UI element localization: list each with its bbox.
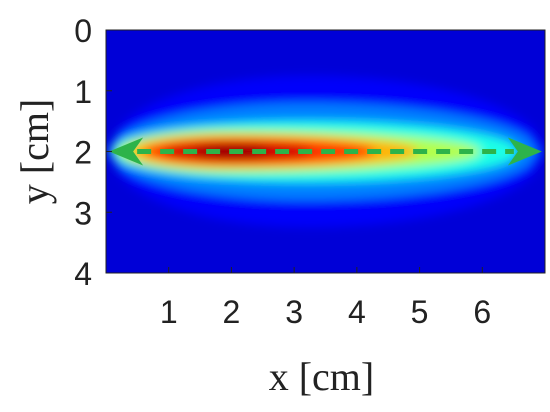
y-tick-label: 1 (74, 74, 92, 110)
x-tick-label: 6 (473, 294, 491, 330)
y-axis-title: y [cm] (12, 99, 57, 205)
annotation-layer (109, 137, 542, 166)
arrowhead-right (507, 137, 542, 166)
x-tick-label: 4 (348, 294, 366, 330)
x-tick-label: 3 (285, 294, 303, 330)
arrowhead-left (109, 137, 144, 166)
y-tick-label: 0 (74, 13, 92, 49)
axes: 1 2 3 4 5 6 0 1 2 3 4 (74, 13, 546, 330)
y-tick-label: 3 (74, 195, 92, 231)
x-axis-title: x [cm] (269, 354, 375, 399)
y-tick-label: 4 (74, 256, 92, 292)
x-tick-label: 1 (160, 294, 178, 330)
x-tick-label: 2 (223, 294, 241, 330)
x-tick-label: 5 (411, 294, 429, 330)
double-arrow-annotation (109, 137, 542, 166)
y-tick-label: 2 (74, 135, 92, 171)
